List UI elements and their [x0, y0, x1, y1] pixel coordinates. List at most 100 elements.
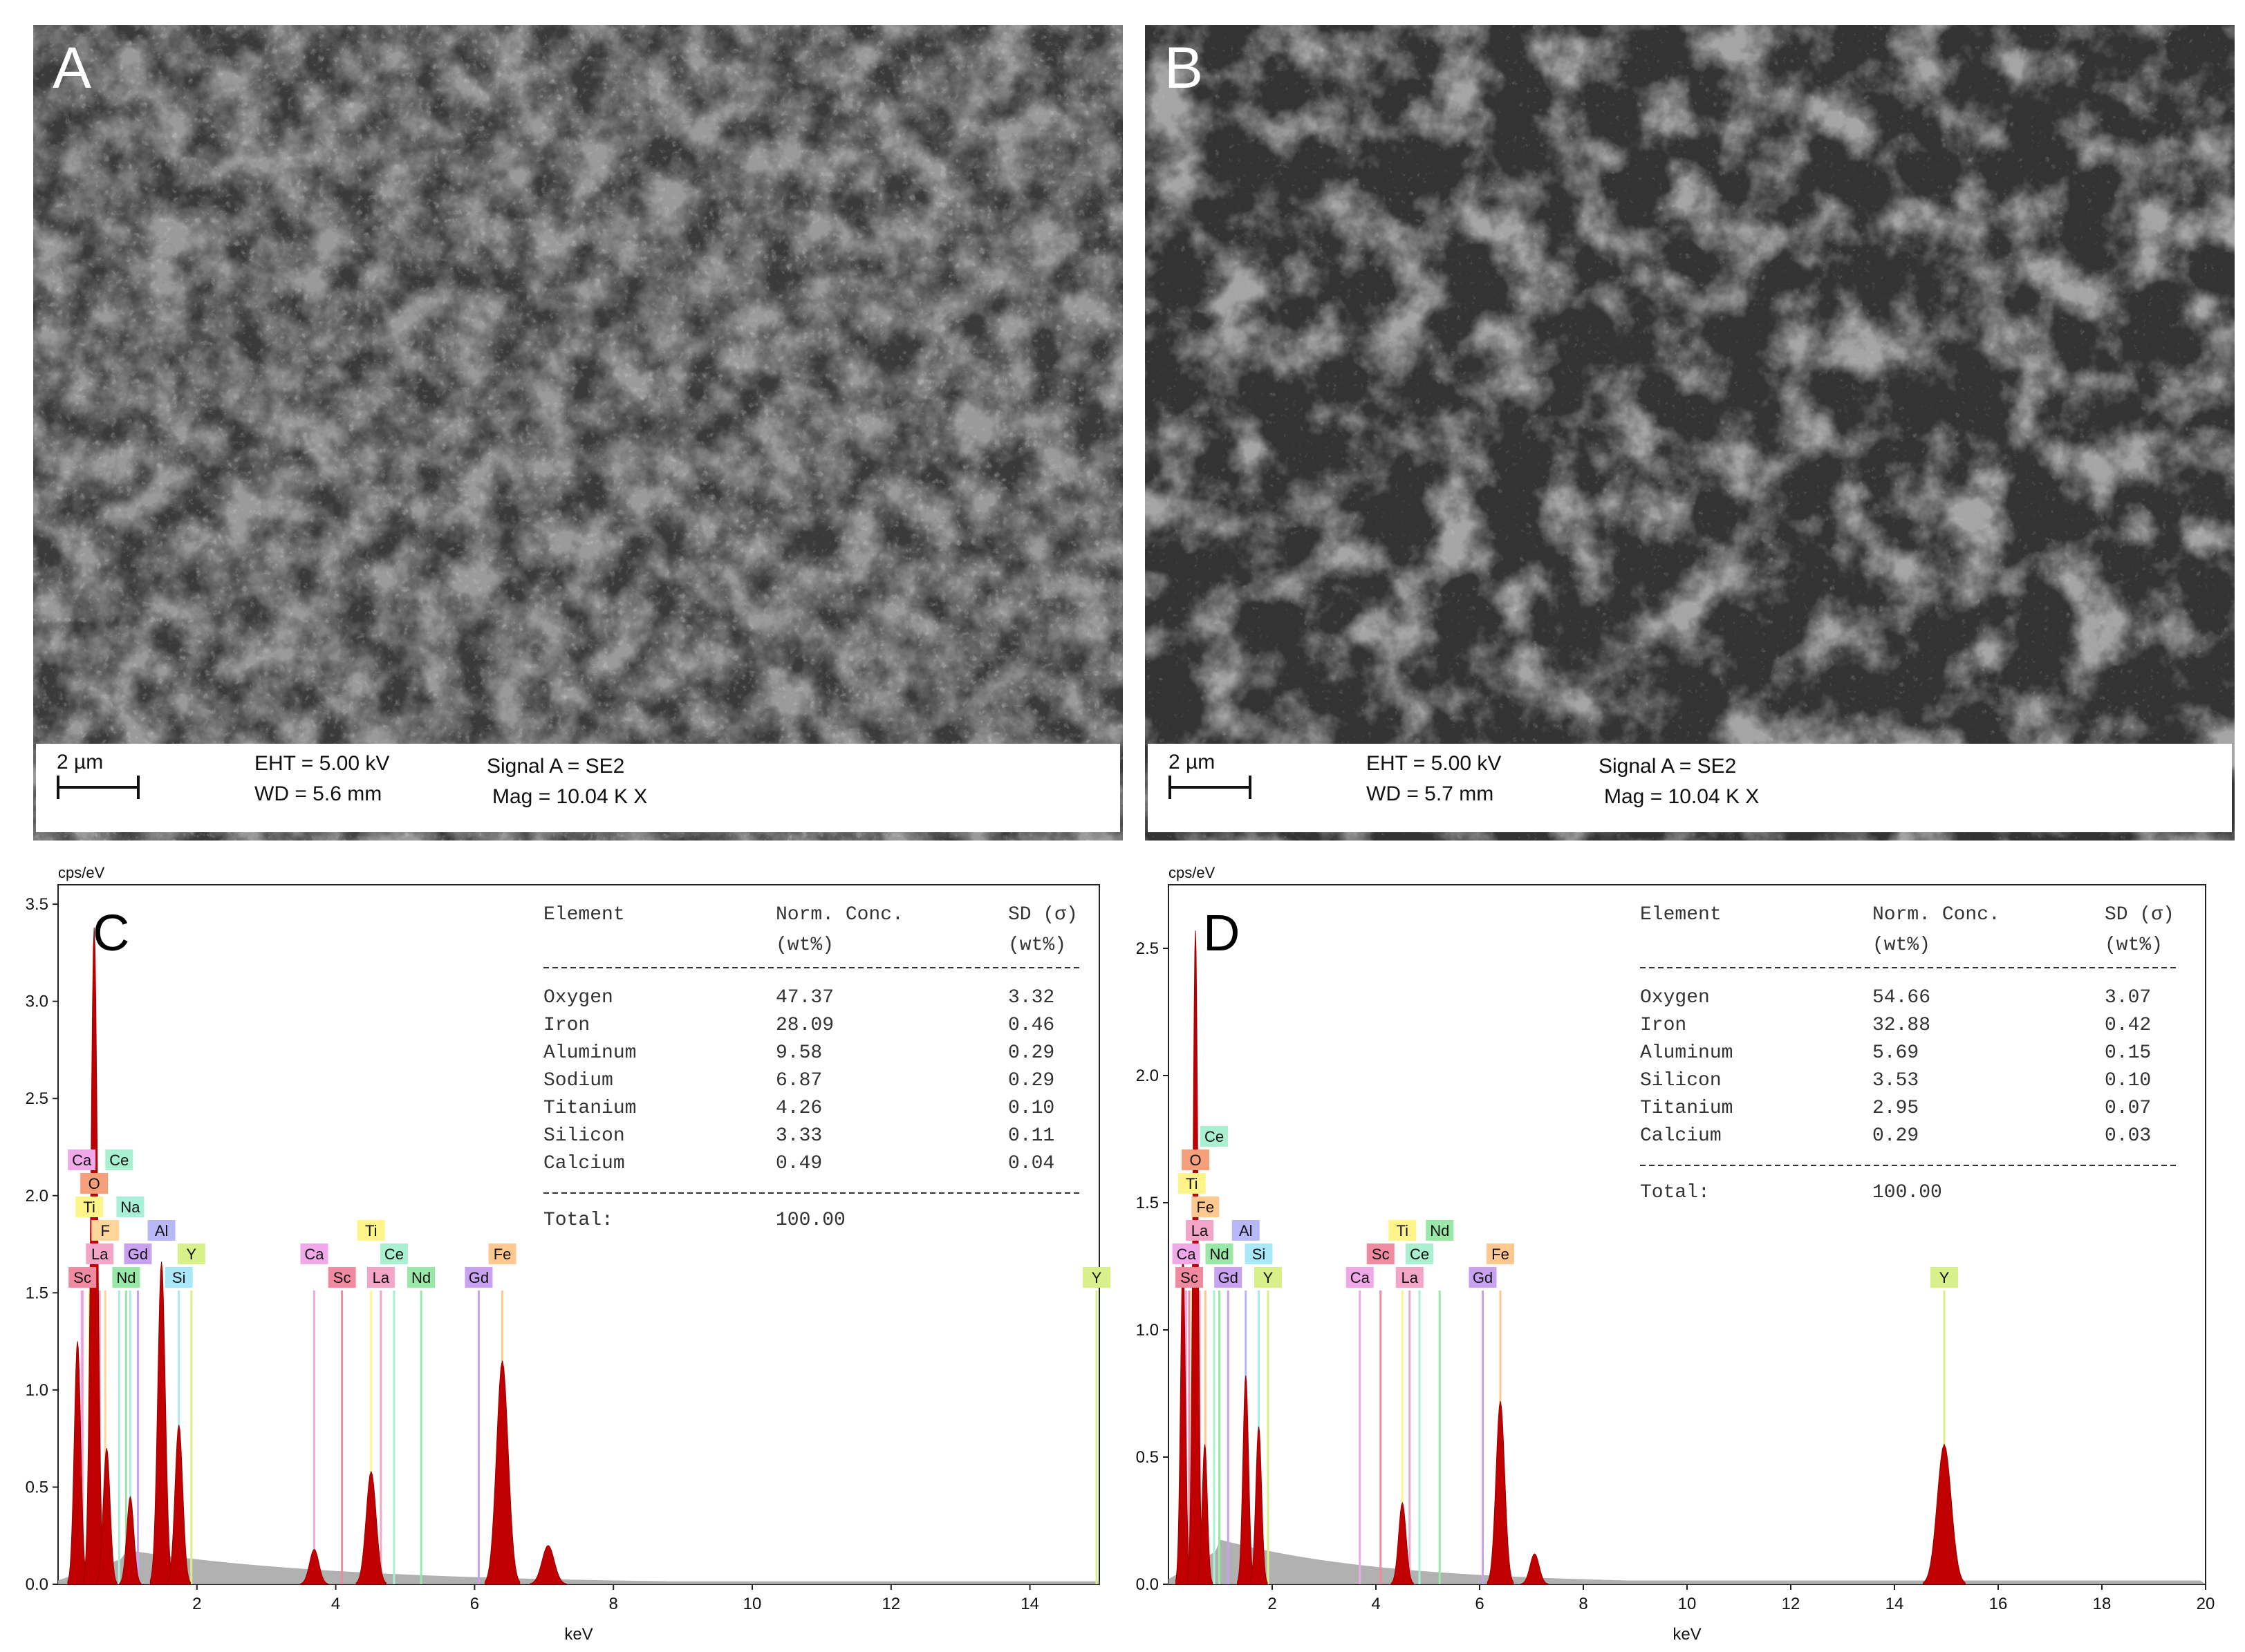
table-cell: Aluminum — [1640, 1042, 1733, 1064]
sem-image-b: B 2 µm EHT = 5.00 kV WD = 5.7 mm Signal … — [1145, 25, 2235, 841]
element-label-box — [488, 1243, 516, 1264]
table-cell: 3.33 — [776, 1125, 822, 1147]
signal-readout: Signal A = SE2 — [1599, 755, 1737, 778]
element-label: Al — [1239, 1222, 1253, 1239]
table-cell: 0.29 — [1008, 1042, 1054, 1064]
element-label: Sc — [1180, 1269, 1198, 1286]
x-tick-label: 8 — [1578, 1595, 1587, 1613]
table-cell: 3.07 — [2105, 987, 2151, 1008]
plot-frame — [57, 884, 1100, 1585]
element-label: Gd — [1473, 1269, 1493, 1286]
x-tick-label: 2 — [1267, 1595, 1276, 1613]
table-total-label: Total: — [543, 1210, 613, 1231]
element-label-box — [68, 1266, 97, 1288]
element-label: Si — [1252, 1246, 1266, 1263]
y-tick-label: 2.5 — [26, 1089, 48, 1108]
element-label: La — [373, 1269, 390, 1286]
element-label-box — [366, 1266, 395, 1288]
x-axis-label: keV — [564, 1625, 593, 1644]
table-cell: Silicon — [1640, 1070, 1722, 1091]
table-cell: 54.66 — [1872, 987, 1930, 1008]
table-header: Element — [543, 904, 625, 926]
eds-chart-d: cps/eV keV 0.0 0.5 1.0 1.5 2.0 2.5 2 4 6 8 10 12 14 16 1… — [1136, 864, 2215, 1644]
x-tick-label: 4 — [1371, 1595, 1380, 1613]
table-cell: 3.53 — [1872, 1070, 1919, 1091]
table-unit: (wt%) — [776, 935, 834, 956]
table-cell: 28.09 — [776, 1015, 834, 1036]
element-label-box — [1395, 1266, 1424, 1288]
eds-chart-c: cps/eV keV 0.0 0.5 1.0 1.5 2.0 2.5 3.0 3.5 2 4 6 8 10 1… — [26, 864, 1110, 1644]
spectrum-peak — [95, 1448, 118, 1585]
table-cell: 0.10 — [1008, 1098, 1054, 1119]
element-label-box — [1487, 1243, 1514, 1264]
element-label-box — [105, 1149, 133, 1170]
y-tick-label: 0.5 — [1136, 1448, 1159, 1467]
table-cell: 0.03 — [2105, 1125, 2151, 1147]
wd-readout: WD = 5.7 mm — [1366, 782, 1494, 805]
element-label: La — [91, 1246, 109, 1263]
element-label-box — [1345, 1266, 1374, 1288]
spectrum-peak — [1487, 1400, 1514, 1585]
element-label-box — [1469, 1266, 1497, 1288]
y-axis-label: cps/eV — [58, 864, 105, 881]
scale-bar — [57, 786, 140, 789]
element-label: Ti — [365, 1222, 378, 1239]
element-label-box — [1200, 1125, 1228, 1147]
element-label: Ce — [1410, 1246, 1429, 1263]
y-tick-label: 2.0 — [1136, 1067, 1159, 1085]
element-label: F — [101, 1222, 110, 1239]
element-label-box — [1406, 1243, 1433, 1264]
element-label-box — [1388, 1219, 1417, 1241]
table-cell: Aluminum — [543, 1042, 636, 1064]
element-label-box — [116, 1196, 145, 1217]
spectrum-peak — [1196, 1444, 1213, 1585]
table-cell: 0.29 — [1872, 1125, 1919, 1147]
element-label-box — [465, 1266, 493, 1288]
table-cell: 0.15 — [2105, 1042, 2151, 1064]
element-label-box — [1082, 1266, 1110, 1288]
element-label-box — [68, 1149, 96, 1170]
element-label-box — [112, 1266, 140, 1288]
element-label: Fe — [494, 1246, 512, 1263]
element-label-box — [1254, 1266, 1282, 1288]
table-cell: 2.95 — [1872, 1098, 1919, 1119]
table-cell: 0.49 — [776, 1153, 822, 1174]
element-label: Ca — [304, 1246, 324, 1263]
sem-info-bar-b: 2 µm EHT = 5.00 kV WD = 5.7 mm Signal A … — [1148, 744, 2232, 832]
element-label-box — [124, 1243, 152, 1264]
y-tick-label: 3.0 — [26, 993, 48, 1011]
table-total-label: Total: — [1640, 1182, 1710, 1203]
y-tick-label: 1.5 — [1136, 1194, 1159, 1212]
table-header: Norm. Conc. — [1872, 904, 2000, 926]
element-label-box — [300, 1243, 328, 1264]
table-cell: 5.69 — [1872, 1042, 1919, 1064]
eht-readout: EHT = 5.00 kV — [1366, 752, 1502, 775]
x-tick-label: 6 — [1475, 1595, 1484, 1613]
element-label-box — [1214, 1266, 1242, 1288]
table-cell: Sodium — [543, 1070, 613, 1091]
element-label: Ca — [1350, 1269, 1370, 1286]
element-label: Ti — [1186, 1175, 1198, 1192]
table-cell: Titanium — [543, 1098, 636, 1119]
sem-texture-b — [1145, 25, 2235, 841]
element-label: Gd — [1218, 1269, 1238, 1286]
sem-image-a: A 2 µm EHT = 5.00 kV WD = 5.6 mm Signal … — [33, 25, 1123, 841]
element-label-box — [91, 1219, 120, 1241]
background-continuum — [1168, 1539, 2206, 1584]
element-label: Ce — [1204, 1128, 1224, 1145]
element-label-box — [147, 1219, 176, 1241]
element-label-box — [1205, 1243, 1233, 1264]
element-label-box — [165, 1266, 193, 1288]
element-label: La — [1401, 1269, 1419, 1286]
table-cell: 47.37 — [776, 987, 834, 1008]
element-label-box — [1172, 1243, 1200, 1264]
x-tick-label: 12 — [1782, 1595, 1800, 1613]
table-header: Norm. Conc. — [776, 904, 904, 926]
element-label: Si — [172, 1269, 186, 1286]
sem-texture-a — [33, 25, 1123, 841]
y-tick-label: 0.5 — [26, 1478, 48, 1496]
table-cell: Silicon — [543, 1125, 625, 1147]
panel-label-a: A — [53, 35, 92, 100]
element-label: Ti — [1396, 1222, 1408, 1239]
element-label: Y — [1939, 1269, 1950, 1286]
